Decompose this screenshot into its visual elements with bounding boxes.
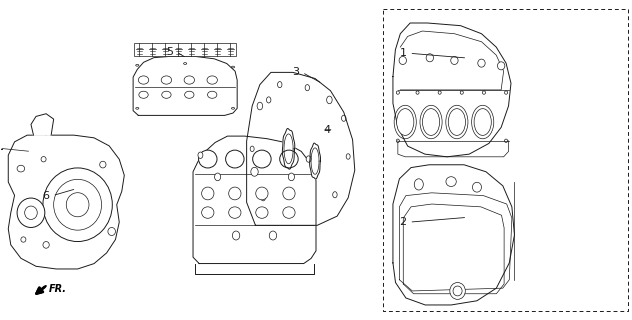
Ellipse shape: [139, 91, 149, 98]
Ellipse shape: [184, 76, 195, 84]
Ellipse shape: [161, 76, 172, 84]
Ellipse shape: [138, 76, 149, 84]
Ellipse shape: [473, 182, 482, 192]
Ellipse shape: [269, 231, 277, 240]
Ellipse shape: [21, 237, 26, 242]
Ellipse shape: [100, 161, 106, 168]
Ellipse shape: [451, 56, 458, 65]
Ellipse shape: [207, 91, 217, 98]
Polygon shape: [195, 264, 313, 274]
Ellipse shape: [450, 283, 465, 300]
Ellipse shape: [54, 179, 102, 230]
Ellipse shape: [202, 187, 214, 200]
Ellipse shape: [202, 207, 214, 218]
Text: 5: 5: [166, 47, 173, 57]
Ellipse shape: [497, 62, 505, 70]
Ellipse shape: [198, 150, 217, 168]
Polygon shape: [393, 165, 514, 305]
Ellipse shape: [162, 91, 171, 98]
Ellipse shape: [306, 156, 311, 162]
Polygon shape: [31, 114, 54, 135]
Text: 4: 4: [324, 125, 331, 135]
Polygon shape: [8, 135, 125, 269]
Ellipse shape: [426, 54, 434, 62]
Text: FR.: FR.: [49, 284, 67, 294]
Ellipse shape: [453, 286, 462, 296]
Ellipse shape: [233, 231, 240, 240]
Ellipse shape: [448, 108, 466, 135]
Ellipse shape: [474, 108, 491, 135]
Ellipse shape: [283, 207, 295, 218]
Ellipse shape: [478, 59, 485, 67]
Text: 2: 2: [399, 217, 406, 227]
Polygon shape: [310, 143, 320, 179]
Ellipse shape: [253, 150, 271, 168]
Bar: [134, 44, 236, 56]
Ellipse shape: [207, 76, 217, 84]
Ellipse shape: [256, 187, 268, 200]
Ellipse shape: [283, 187, 295, 200]
Ellipse shape: [399, 56, 406, 65]
Ellipse shape: [17, 198, 45, 228]
Polygon shape: [283, 128, 295, 169]
Ellipse shape: [185, 91, 194, 98]
Ellipse shape: [198, 152, 203, 158]
Ellipse shape: [397, 108, 414, 135]
Ellipse shape: [226, 150, 244, 168]
Ellipse shape: [446, 177, 456, 187]
Ellipse shape: [214, 173, 221, 181]
Text: 1: 1: [399, 48, 406, 58]
Ellipse shape: [414, 179, 423, 190]
Ellipse shape: [251, 167, 258, 176]
Polygon shape: [246, 72, 355, 225]
Ellipse shape: [43, 242, 49, 248]
Polygon shape: [393, 23, 511, 157]
Ellipse shape: [108, 228, 116, 236]
Ellipse shape: [288, 173, 295, 181]
Ellipse shape: [256, 207, 268, 218]
Polygon shape: [193, 136, 316, 264]
Ellipse shape: [17, 165, 25, 172]
Text: 6: 6: [42, 191, 49, 201]
Ellipse shape: [422, 108, 440, 135]
Ellipse shape: [229, 187, 241, 200]
Ellipse shape: [43, 168, 112, 242]
Ellipse shape: [229, 207, 241, 218]
Polygon shape: [133, 56, 237, 116]
Ellipse shape: [41, 156, 46, 162]
Text: 3: 3: [293, 68, 300, 77]
Ellipse shape: [280, 150, 298, 168]
